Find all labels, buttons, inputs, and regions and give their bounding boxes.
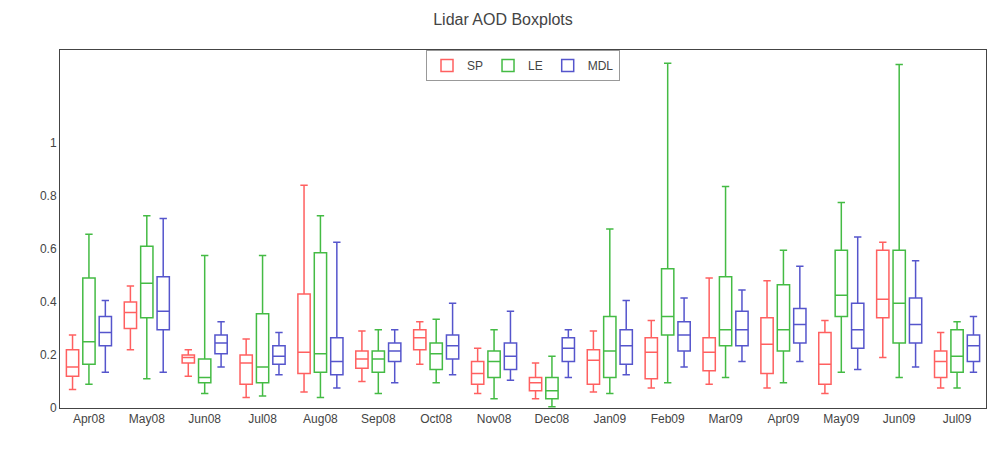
svg-text:Nov08: Nov08	[477, 412, 512, 426]
svg-text:Apr09: Apr09	[767, 412, 799, 426]
svg-text:Jul09: Jul09	[943, 412, 972, 426]
svg-text:1: 1	[50, 136, 57, 150]
svg-text:0: 0	[50, 401, 57, 415]
svg-text:MDL: MDL	[588, 59, 614, 73]
svg-text:Oct08: Oct08	[420, 412, 452, 426]
svg-text:0.2: 0.2	[40, 348, 57, 362]
svg-text:0.8: 0.8	[40, 189, 57, 203]
svg-text:Jul08: Jul08	[248, 412, 277, 426]
svg-text:LE: LE	[528, 59, 543, 73]
svg-text:SP: SP	[467, 59, 483, 73]
svg-text:Sep08: Sep08	[361, 412, 396, 426]
svg-text:Dec08: Dec08	[535, 412, 570, 426]
svg-text:0.6: 0.6	[40, 242, 57, 256]
svg-text:Aug08: Aug08	[303, 412, 338, 426]
svg-text:May09: May09	[823, 412, 859, 426]
svg-text:Lidar AOD Boxplots: Lidar AOD Boxplots	[433, 11, 573, 28]
svg-text:Jun09: Jun09	[883, 412, 916, 426]
svg-text:Jan09: Jan09	[593, 412, 626, 426]
svg-text:Mar09: Mar09	[709, 412, 743, 426]
svg-text:Apr08: Apr08	[73, 412, 105, 426]
svg-text:May08: May08	[129, 412, 165, 426]
svg-text:Jun08: Jun08	[188, 412, 221, 426]
svg-text:Feb09: Feb09	[651, 412, 685, 426]
svg-text:0.4: 0.4	[40, 295, 57, 309]
